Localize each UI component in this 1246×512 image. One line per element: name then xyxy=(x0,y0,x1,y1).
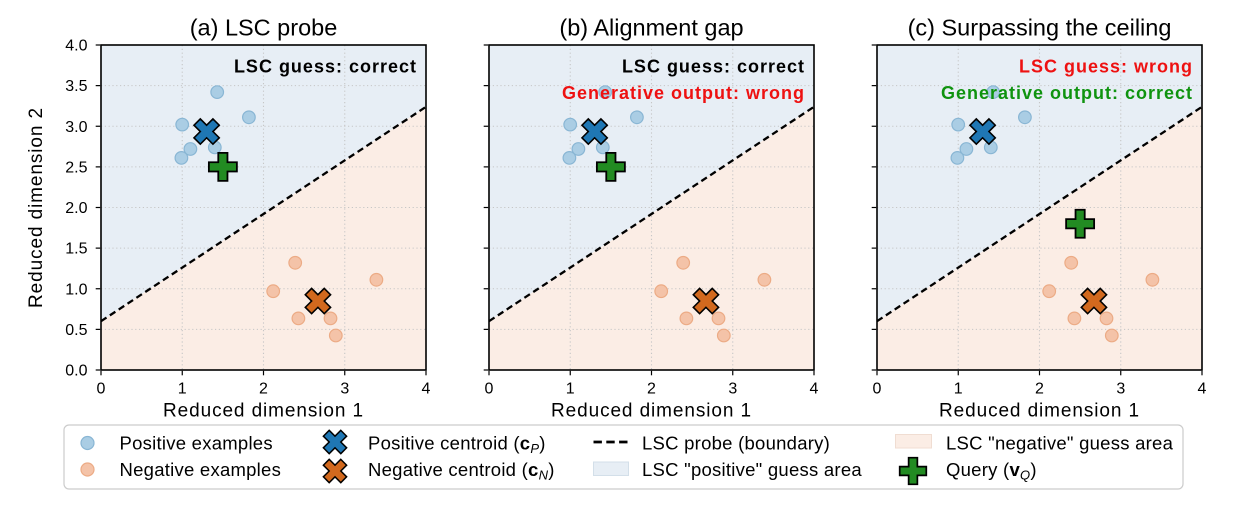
svg-text:0.0: 0.0 xyxy=(65,363,87,380)
svg-text:Reduced dimension 1: Reduced dimension 1 xyxy=(551,401,752,422)
svg-text:0: 0 xyxy=(485,381,494,398)
svg-text:4: 4 xyxy=(810,381,819,398)
svg-text:Negative examples: Negative examples xyxy=(120,459,282,480)
svg-text:Reduced dimension 1: Reduced dimension 1 xyxy=(939,401,1140,422)
svg-text:Negative centroid (cN): Negative centroid (cN) xyxy=(368,459,555,483)
svg-text:2.0: 2.0 xyxy=(65,200,87,217)
svg-text:2.5: 2.5 xyxy=(65,160,87,177)
svg-text:1: 1 xyxy=(954,381,963,398)
svg-text:(a) LSC probe: (a) LSC probe xyxy=(190,15,338,41)
svg-text:0: 0 xyxy=(873,381,882,398)
svg-text:2: 2 xyxy=(1035,381,1044,398)
svg-text:1: 1 xyxy=(566,381,575,398)
svg-text:3.5: 3.5 xyxy=(65,78,87,95)
svg-text:LSC "negative" guess area: LSC "negative" guess area xyxy=(946,433,1174,454)
svg-text:4: 4 xyxy=(422,381,431,398)
svg-text:3.0: 3.0 xyxy=(65,119,87,136)
svg-text:Reduced dimension 2: Reduced dimension 2 xyxy=(26,107,47,308)
svg-text:1: 1 xyxy=(178,381,187,398)
svg-text:Positive centroid (cP): Positive centroid (cP) xyxy=(368,433,546,457)
svg-text:4: 4 xyxy=(1198,381,1207,398)
svg-text:(b) Alignment gap: (b) Alignment gap xyxy=(559,15,743,41)
svg-text:1.5: 1.5 xyxy=(65,241,87,258)
svg-text:LSC probe (boundary): LSC probe (boundary) xyxy=(642,433,830,454)
svg-text:LSC guess: wrong: LSC guess: wrong xyxy=(1019,57,1193,77)
svg-text:2: 2 xyxy=(259,381,268,398)
svg-text:Positive examples: Positive examples xyxy=(120,433,273,454)
svg-text:LSC guess: correct: LSC guess: correct xyxy=(622,57,805,77)
svg-text:1.0: 1.0 xyxy=(65,281,87,298)
svg-text:(c) Surpassing the ceiling: (c) Surpassing the ceiling xyxy=(908,15,1172,41)
svg-text:4.0: 4.0 xyxy=(65,38,87,55)
svg-text:0: 0 xyxy=(97,381,106,398)
svg-text:LSC "positive" guess area: LSC "positive" guess area xyxy=(642,459,862,480)
svg-text:2: 2 xyxy=(647,381,656,398)
svg-text:Query (vQ): Query (vQ) xyxy=(946,459,1037,483)
svg-text:Generative output: wrong: Generative output: wrong xyxy=(562,83,805,103)
svg-text:3: 3 xyxy=(340,381,349,398)
svg-text:0.5: 0.5 xyxy=(65,322,87,339)
svg-text:Reduced dimension 1: Reduced dimension 1 xyxy=(163,401,364,422)
svg-text:3: 3 xyxy=(728,381,737,398)
svg-text:Generative output: correct: Generative output: correct xyxy=(941,83,1193,103)
svg-text:3: 3 xyxy=(1116,381,1125,398)
svg-text:LSC guess: correct: LSC guess: correct xyxy=(234,57,417,77)
